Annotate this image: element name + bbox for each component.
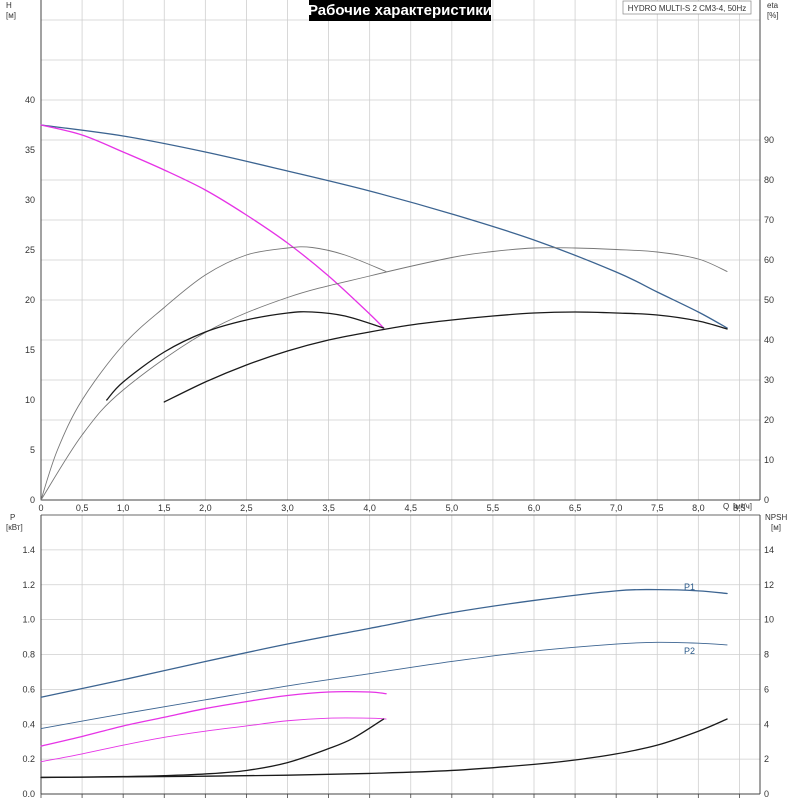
bottom-y-left-tick: 0.4 (22, 719, 35, 729)
top-y-right-tick: 90 (764, 135, 774, 145)
x-tick-label: 1,5 (158, 503, 171, 513)
top-y-left-tick: 25 (25, 245, 35, 255)
x-tick-label: 5,0 (446, 503, 459, 513)
top-series-0 (40, 124, 728, 329)
top-series-2 (40, 246, 387, 501)
bottom-y-right-unit: [м] (771, 523, 781, 532)
x-tick-label: 2,5 (240, 503, 253, 513)
top-y-left-tick: 0 (30, 495, 35, 505)
x-tick-label: 1,0 (117, 503, 130, 513)
series-label-p1: P1 (684, 582, 695, 592)
top-y-left-label: H (6, 1, 12, 10)
x-tick-label: 2,0 (199, 503, 212, 513)
x-axis-unit: [м³/ч] (733, 502, 752, 511)
top-y-right-tick: 50 (764, 295, 774, 305)
bottom-y-right-tick: 12 (764, 580, 774, 590)
top-y-right-label: eta (767, 1, 779, 10)
bottom-y-right-tick: 10 (764, 615, 774, 625)
top-y-right-tick: 0 (764, 495, 769, 505)
top-y-left-tick: 5 (30, 445, 35, 455)
bottom-y-right-tick: 14 (764, 545, 774, 555)
x-tick-label: 3,0 (281, 503, 294, 513)
top-y-right-tick: 20 (764, 415, 774, 425)
bottom-y-left-tick: 0.6 (22, 684, 35, 694)
x-tick-label: 5,5 (487, 503, 500, 513)
bottom-y-left-unit: [кВт] (6, 523, 23, 532)
top-series-1 (40, 124, 385, 329)
model-box (622, 0, 752, 15)
top-y-left-tick: 30 (25, 195, 35, 205)
frame-layer (40, 0, 761, 798)
top-y-right-tick: 10 (764, 455, 774, 465)
top-y-right-unit: [%] (767, 11, 779, 20)
series-label-p2: P2 (684, 646, 695, 656)
x-tick-label: 6,5 (569, 503, 582, 513)
bottom-y-left-tick: 0.0 (22, 789, 35, 799)
x-tick-label: 3,5 (322, 503, 335, 513)
bottom-y-left-tick: 0.2 (22, 754, 35, 764)
bottom-y-right-tick: 0 (764, 789, 769, 799)
top-y-left-tick: 40 (25, 95, 35, 105)
model-label: HYDRO MULTI-S 2 CM3-4, 50Hz (628, 4, 747, 13)
series-layer (40, 124, 728, 779)
top-y-right-tick: 70 (764, 215, 774, 225)
bottom-series-1 (40, 641, 728, 730)
top-y-left-tick: 15 (25, 345, 35, 355)
top-series-5 (163, 311, 728, 403)
chart-title: Рабочие характеристики (308, 2, 492, 19)
top-y-right-tick: 80 (764, 175, 774, 185)
bottom-y-right-tick: 6 (764, 684, 769, 694)
bottom-y-right-label: NPSH (765, 513, 787, 522)
title-background (309, 0, 491, 21)
bottom-y-left-tick: 1.4 (22, 545, 35, 555)
x-tick-label: 4,0 (363, 503, 376, 513)
bottom-series-5 (40, 718, 728, 779)
x-tick-label: 0 (38, 503, 43, 513)
top-y-right-tick: 40 (764, 335, 774, 345)
top-y-left-tick: 20 (25, 295, 35, 305)
bottom-series-0 (40, 588, 728, 698)
top-y-left-tick: 35 (25, 145, 35, 155)
top-series-4 (106, 311, 385, 401)
top-y-left-tick: 10 (25, 395, 35, 405)
x-tick-label: 4,5 (404, 503, 417, 513)
bottom-y-right-tick: 8 (764, 650, 769, 660)
bottom-series-2 (40, 691, 387, 747)
x-tick-label: 8,0 (692, 503, 705, 513)
bottom-y-right-tick: 4 (764, 719, 769, 729)
x-tick-label: 0,5 (76, 503, 89, 513)
x-tick-label: 8,5 (733, 503, 746, 513)
top-y-right-tick: 30 (764, 375, 774, 385)
top-series-3 (40, 247, 728, 501)
x-axis-label: Q (723, 502, 729, 511)
bottom-series-3 (40, 717, 387, 763)
top-y-left-unit: [м] (6, 11, 16, 20)
bottom-y-left-tick: 0.8 (22, 650, 35, 660)
x-tick-label: 7,0 (610, 503, 623, 513)
top-y-right-tick: 60 (764, 255, 774, 265)
x-tick-label: 6,0 (528, 503, 541, 513)
bottom-y-right-tick: 2 (764, 754, 769, 764)
bottom-y-left-tick: 1.0 (22, 615, 35, 625)
bottom-y-left-tick: 1.2 (22, 580, 35, 590)
x-tick-label: 7,5 (651, 503, 664, 513)
bottom-y-left-label: P (10, 513, 15, 522)
